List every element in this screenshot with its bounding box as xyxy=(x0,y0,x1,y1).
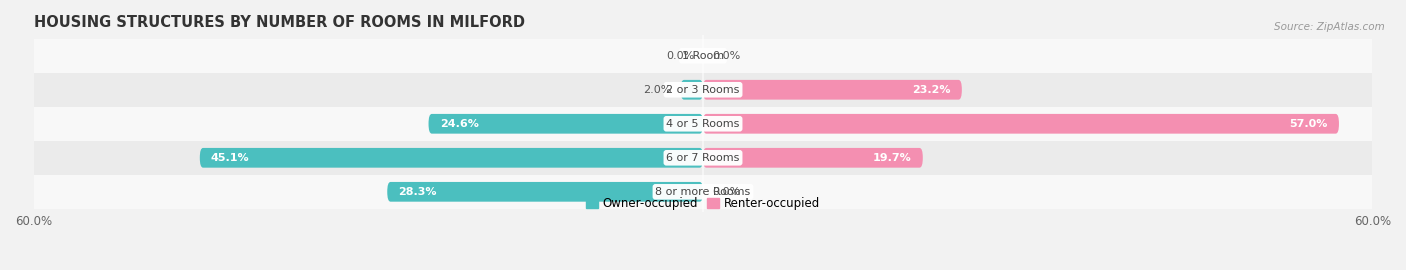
Text: 23.2%: 23.2% xyxy=(912,85,950,95)
Bar xyxy=(34,141,1372,175)
Text: 4 or 5 Rooms: 4 or 5 Rooms xyxy=(666,119,740,129)
FancyBboxPatch shape xyxy=(703,114,1339,134)
FancyBboxPatch shape xyxy=(429,114,703,134)
Text: 1 Room: 1 Room xyxy=(682,51,724,61)
FancyBboxPatch shape xyxy=(200,148,703,168)
Text: 0.0%: 0.0% xyxy=(666,51,695,61)
Text: 19.7%: 19.7% xyxy=(873,153,911,163)
Text: HOUSING STRUCTURES BY NUMBER OF ROOMS IN MILFORD: HOUSING STRUCTURES BY NUMBER OF ROOMS IN… xyxy=(34,15,524,30)
Text: 2 or 3 Rooms: 2 or 3 Rooms xyxy=(666,85,740,95)
Text: 0.0%: 0.0% xyxy=(711,187,740,197)
Text: 0.0%: 0.0% xyxy=(711,51,740,61)
Text: 6 or 7 Rooms: 6 or 7 Rooms xyxy=(666,153,740,163)
FancyBboxPatch shape xyxy=(681,80,703,100)
FancyBboxPatch shape xyxy=(703,148,922,168)
Text: 8 or more Rooms: 8 or more Rooms xyxy=(655,187,751,197)
FancyBboxPatch shape xyxy=(703,80,962,100)
Text: 28.3%: 28.3% xyxy=(398,187,437,197)
Text: 57.0%: 57.0% xyxy=(1289,119,1327,129)
Bar xyxy=(34,39,1372,73)
Bar xyxy=(34,73,1372,107)
Bar xyxy=(34,175,1372,209)
Bar xyxy=(34,107,1372,141)
Text: 24.6%: 24.6% xyxy=(440,119,478,129)
Text: 2.0%: 2.0% xyxy=(644,85,672,95)
Text: Source: ZipAtlas.com: Source: ZipAtlas.com xyxy=(1274,22,1385,32)
Legend: Owner-occupied, Renter-occupied: Owner-occupied, Renter-occupied xyxy=(581,193,825,215)
Text: 45.1%: 45.1% xyxy=(211,153,250,163)
FancyBboxPatch shape xyxy=(387,182,703,202)
